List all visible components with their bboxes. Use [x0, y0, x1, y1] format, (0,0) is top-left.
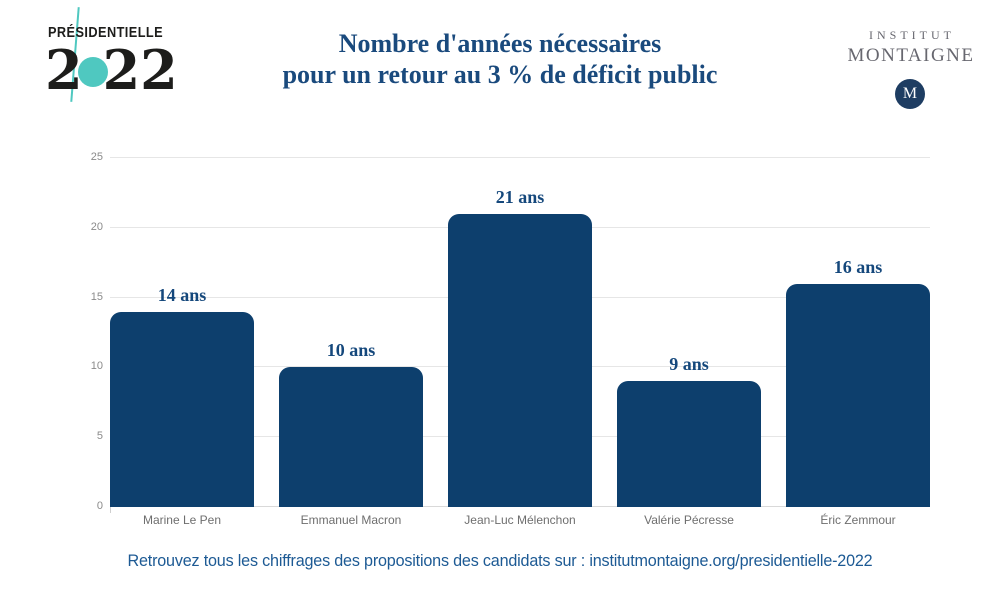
x-axis-label-jean-luc-melenchon: Jean-Luc Mélenchon [464, 513, 576, 527]
bar-value-label-valerie-pecresse: 9 ans [669, 354, 709, 375]
y-tick-label-15: 15 [90, 290, 103, 303]
montaigne-monogram-icon: M [895, 79, 925, 109]
gridline-y-25 [110, 157, 930, 158]
monogram-letter: M [902, 85, 918, 102]
montaigne-label: MONTAIGNE [847, 45, 975, 66]
presidentielle-year: 2 22 [45, 7, 180, 102]
bar-column-eric-zemmour: 16 ans [786, 158, 930, 507]
year-digits-last: 22 [102, 38, 178, 102]
footer-source-note: Retrouvez tous les chiffrages des propos… [127, 551, 873, 570]
bar-column-jean-luc-melenchon: 21 ans [448, 158, 592, 507]
institut-montaigne-logo: INSTITUT MONTAIGNE M [840, 28, 980, 109]
bar-value-label-eric-zemmour: 16 ans [833, 256, 883, 277]
x-axis-label-emmanuel-macron: Emmanuel Macron [300, 513, 402, 527]
year-digit-first: 2 [45, 38, 83, 102]
bar-column-emmanuel-macron: 10 ans [279, 158, 423, 507]
bar-marine-le-pen [110, 311, 254, 507]
x-axis-label-eric-zemmour: Éric Zemmour [820, 513, 896, 527]
x-axis-label-marine-le-pen: Marine Le Pen [142, 513, 222, 527]
bar-emmanuel-macron [279, 367, 423, 507]
bar-value-label-jean-luc-melenchon: 21 ans [495, 186, 545, 207]
y-tick-label-20: 20 [90, 220, 103, 233]
y-tick-label-0: 0 [96, 500, 103, 512]
x-axis-origin-tick [110, 507, 111, 513]
page-title: Nombre d'années nécessaires pour un reto… [0, 28, 1000, 90]
plot-area: 14 ans 10 ans 21 ans 9 ans 16 ans [110, 157, 930, 513]
y-tick-label-5: 5 [96, 430, 103, 443]
bar-value-label-emmanuel-macron: 10 ans [326, 340, 376, 361]
presidentielle-label: PRÉSIDENTIELLE [48, 24, 164, 41]
bar-chart: 0 5 10 15 20 25 14 ans 10 ans 21 ans 9 ans 16 ans… [91, 152, 930, 527]
y-tick-label-10: 10 [90, 360, 103, 373]
bar-valerie-pecresse [617, 381, 761, 507]
page-title-line2: pour un retour au 3 % de déficit public [282, 60, 718, 89]
teal-circle-icon [77, 57, 108, 87]
institut-label: INSTITUT [869, 28, 955, 42]
y-axis: 0 5 10 15 20 25 [65, 152, 103, 512]
bar-column-marine-le-pen: 14 ans [110, 158, 254, 507]
x-axis: Marine Le Pen Emmanuel Macron Jean-Luc Mél… [110, 507, 930, 537]
y-tick-label-25: 25 [90, 151, 103, 163]
bar-value-label-marine-le-pen: 14 ans [157, 284, 207, 305]
page-title-line1: Nombre d'années nécessaires [338, 29, 662, 58]
presidentielle-2022-logo: PRÉSIDENTIELLE 2 22 [45, 7, 180, 102]
x-axis-label-valerie-pecresse: Valérie Pécresse [644, 513, 734, 527]
bar-column-valerie-pecresse: 9 ans [617, 158, 761, 507]
bar-jean-luc-melenchon [448, 213, 592, 507]
bar-eric-zemmour [786, 283, 930, 507]
